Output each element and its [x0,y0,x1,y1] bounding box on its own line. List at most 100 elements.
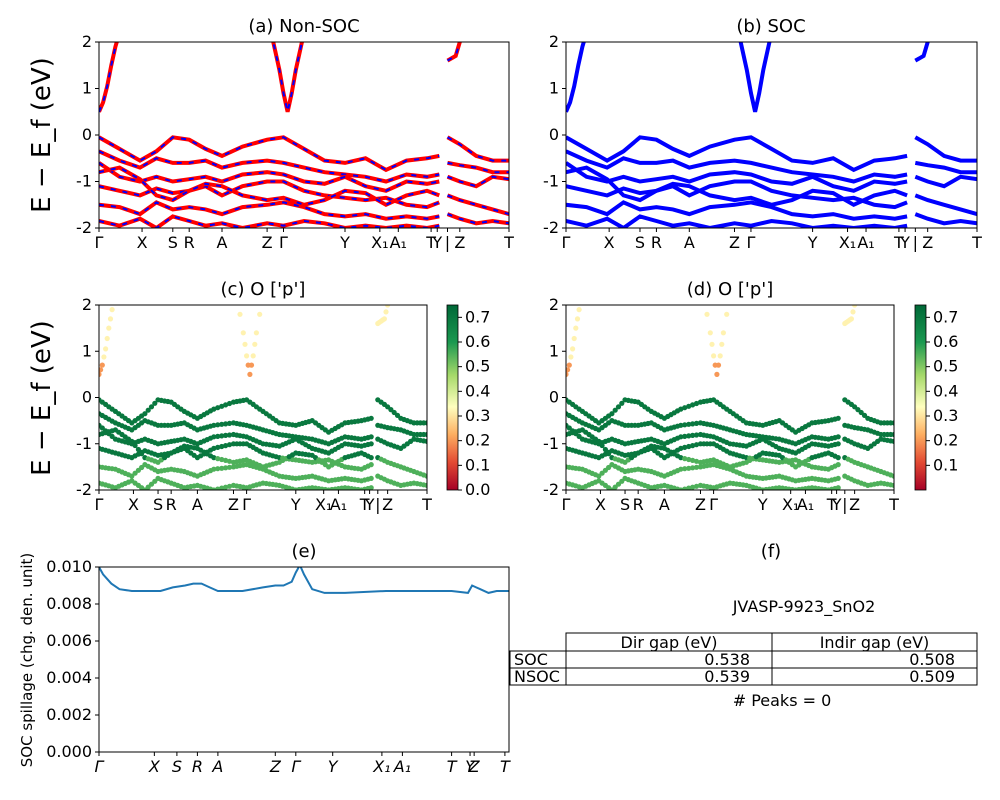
projected-band-point [226,400,233,407]
projected-band-point [855,293,860,298]
y-tick-label: -2 [543,218,559,237]
projected-band-point [226,458,233,464]
band-line-soc-dashed [99,42,118,113]
table-header: Indir gap (eV) [820,633,930,652]
projected-band-point [682,405,688,411]
band-line-soc [566,214,908,228]
x-tick-label: Γ [95,757,105,776]
projected-band-point [253,330,259,336]
projected-band-point [686,443,692,450]
projected-band-point [215,444,221,450]
panel-d-projected-bands [566,293,894,490]
projected-band-point [248,362,255,368]
projected-band-point [891,431,894,438]
panel-c-colorbar-ticks: 0.0 0.1 0.2 0.3 0.4 0.5 0.6 0.7 [458,307,490,499]
y-tick-label: 0.002 [46,705,92,724]
table-cell-value: 0.508 [909,650,955,669]
x-tick-label: Y [757,495,768,514]
projected-band-point [99,371,102,377]
band-line-soc-dashed [272,42,303,113]
projected-band-point [682,466,688,472]
y-tick-label: 2 [82,295,92,314]
x-tick-label: T [826,495,837,514]
x-tick-label: A [192,495,203,514]
projected-band-point [148,404,155,410]
projected-band-point [135,446,141,453]
projected-band-point [606,451,612,457]
x-tick-label: Z [468,757,481,776]
x-tick-label: X₁ [315,495,332,514]
table-row-label: SOC [514,650,548,669]
projected-band-point [690,432,696,438]
y-tick-label: -2 [76,218,92,237]
projected-band-point [424,482,427,488]
x-tick-label: Y [364,495,375,514]
projected-band-point [678,487,684,490]
panel-d-title: (d) O ['p'] [687,279,773,300]
projected-band-point [852,305,858,308]
table-cell [771,667,978,686]
band-line-nonsoc [99,42,119,113]
panel-a-x-ticks: Γ X S R A Z Γ Y X₁ A₁ TY | Z T [95,228,514,252]
band-line-soc [566,165,908,208]
x-tick-label: T [971,233,982,252]
colorbar-tick-label: 0.5 [933,357,958,376]
band-ylabel-top: E − E_f (eV) [27,57,57,213]
band-line-soc-dashed [447,42,461,62]
projected-band-point [835,415,841,421]
band-line-soc-dashed [99,150,440,183]
table-cell-value: 0.539 [704,667,750,686]
x-tick-label: A₁ [330,495,347,514]
panel-b-frame [565,41,978,229]
band-line-nonsoc [99,179,441,210]
x-tick-label: A [217,233,228,252]
projected-band-point [152,400,158,406]
projected-band-point [854,298,859,303]
spillage-ylabel: SOC spillage (chg. den. unit) [18,553,36,768]
projected-band-point [714,371,720,377]
projected-band-point [109,307,115,313]
x-tick-label: Γ [746,233,755,252]
projected-band-point [368,434,374,440]
x-tick-label: A [211,757,223,776]
table-row-label: NSOC [514,667,560,686]
projected-band-point [101,354,107,360]
y-tick-label: 0.006 [46,631,92,650]
band-line-soc-dashed [447,194,509,216]
projected-band-point [99,367,104,373]
x-tick-label: Z [262,233,273,252]
y-tick-label: -1 [76,434,92,453]
band-line-nonsoc [446,193,509,217]
projected-band-point [223,484,229,490]
x-tick-label: S [620,495,630,514]
x-tick-label: A [684,233,695,252]
x-tick-label: Z [849,495,860,514]
x-tick-label: | [842,495,847,514]
x-tick-label: Γ [562,495,571,514]
table-header: Dir gap (eV) [621,633,718,652]
band-line-nonsoc [99,135,440,173]
projected-band-point [693,420,700,426]
projected-band-point [424,438,427,444]
projected-band-point [388,293,393,298]
x-tick-label: Y [899,233,910,252]
x-tick-label: S [635,233,645,252]
projected-band-point [686,465,692,471]
x-tick-label: Γ [709,495,718,514]
projected-band-point [693,464,700,470]
band-line-soc [566,179,908,210]
projected-band-point [678,455,684,461]
band-line-nonsoc [446,174,509,189]
band-line-nonsoc [99,165,441,208]
projected-band-point [250,353,256,359]
material-id: JVASP-9923_SnO2 [732,597,876,617]
projected-band-point [709,341,715,347]
colorbar-tick-label: 0.2 [465,431,490,450]
x-tick-label: R [651,233,662,252]
x-tick-label: X₁ [371,233,388,252]
projected-band-point [381,316,387,322]
projected-band-point [240,330,246,336]
y-tick-label: -1 [76,172,92,191]
projected-band-point [599,442,605,449]
